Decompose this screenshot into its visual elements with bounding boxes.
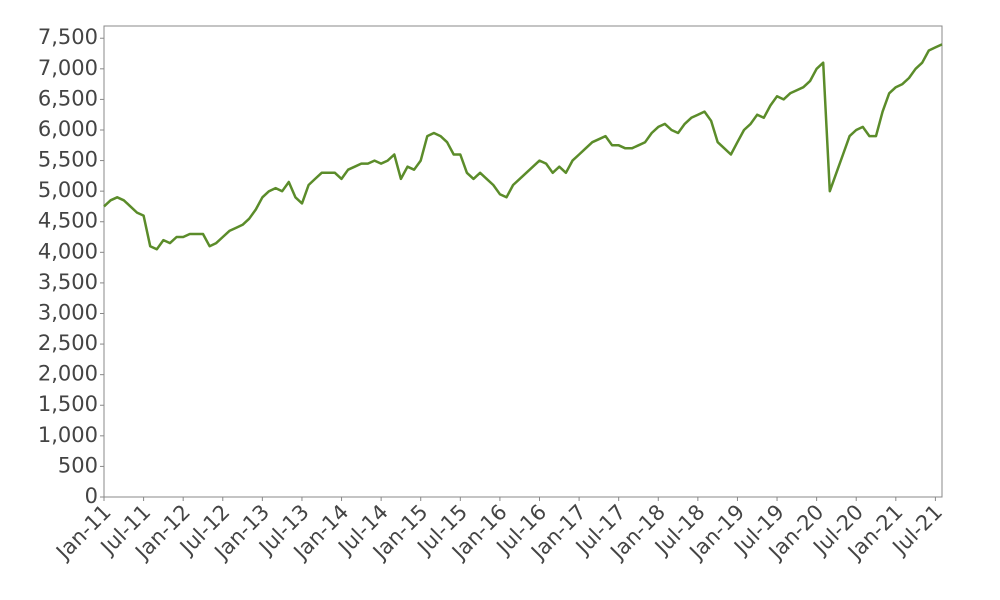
y-tick-label: 4,000	[38, 239, 98, 263]
y-tick-label: 2,000	[38, 362, 98, 386]
y-tick-label: 6,500	[38, 86, 98, 110]
y-tick-label: 1,000	[38, 423, 98, 447]
y-tick-label: 4,500	[38, 209, 98, 233]
y-tick-label: 500	[58, 453, 98, 477]
y-tick-label: 7,500	[38, 25, 98, 49]
y-tick-label: 3,000	[38, 300, 98, 324]
y-tick-label: 2,500	[38, 331, 98, 355]
y-tick-label: 6,000	[38, 117, 98, 141]
y-tick-label: 7,000	[38, 56, 98, 80]
plot-frame	[103, 25, 943, 498]
y-tick-label: 5,000	[38, 178, 98, 202]
y-tick-label: 5,500	[38, 148, 98, 172]
y-tick-label: 1,500	[38, 392, 98, 416]
data-line	[103, 43, 943, 251]
y-tick-label: 3,500	[38, 270, 98, 294]
y-tick-label: 0	[85, 484, 98, 508]
